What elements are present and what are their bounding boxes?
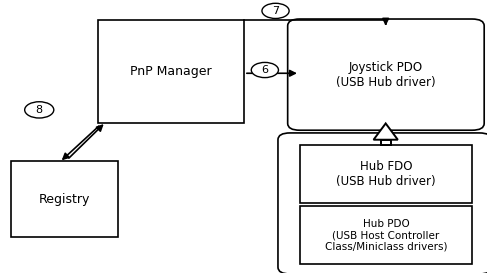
Circle shape	[251, 62, 279, 78]
FancyBboxPatch shape	[287, 19, 484, 130]
FancyBboxPatch shape	[278, 133, 488, 274]
Circle shape	[262, 3, 289, 18]
Text: 7: 7	[272, 6, 279, 16]
Text: 8: 8	[36, 105, 43, 115]
Polygon shape	[381, 140, 390, 145]
Text: Registry: Registry	[39, 193, 90, 206]
Text: 6: 6	[262, 65, 268, 75]
Bar	[11, 161, 118, 237]
Text: Hub PDO
(USB Host Controller
Class/Miniclass drivers): Hub PDO (USB Host Controller Class/Minic…	[325, 219, 447, 252]
Text: Hub FDO
(USB Hub driver): Hub FDO (USB Hub driver)	[336, 160, 436, 188]
Bar	[99, 20, 244, 124]
Text: Joystick PDO
(USB Hub driver): Joystick PDO (USB Hub driver)	[336, 61, 436, 89]
Bar	[300, 145, 472, 204]
Text: PnP Manager: PnP Manager	[130, 65, 212, 78]
Circle shape	[25, 102, 54, 118]
Polygon shape	[373, 124, 398, 140]
Bar	[300, 206, 472, 264]
